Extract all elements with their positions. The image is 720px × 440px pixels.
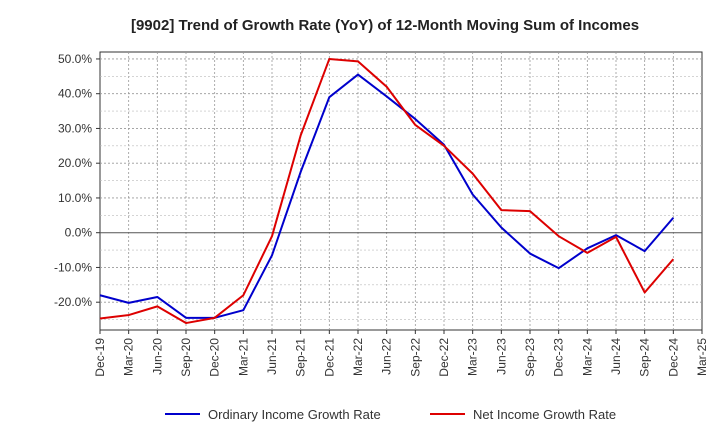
y-tick-label: 30.0%	[58, 121, 92, 135]
x-tick-label: Sep-20	[179, 338, 193, 377]
legend-label-net: Net Income Growth Rate	[473, 407, 616, 422]
x-tick-label: Mar-25	[695, 338, 709, 376]
series-layer	[99, 57, 675, 325]
x-tick-label: Mar-23	[466, 338, 480, 376]
x-tick-label: Jun-20	[150, 338, 164, 375]
x-tick-label: Dec-20	[208, 338, 222, 377]
x-tick-label: Dec-23	[552, 338, 566, 377]
x-tick-label: Jun-21	[265, 338, 279, 375]
y-axis: 50.0% 40.0% 30.0% 20.0% 10.0% 0.0% -10.0% -20.0…	[54, 52, 100, 309]
x-tick-label: Sep-22	[408, 338, 422, 377]
chart-title: [9902] Trend of Growth Rate (YoY) of 12-…	[131, 17, 639, 34]
legend-label-ordinary: Ordinary Income Growth Rate	[208, 407, 381, 422]
x-tick-label: Sep-21	[294, 338, 308, 377]
y-tick-label: 10.0%	[58, 191, 92, 205]
x-tick-label: Mar-21	[236, 338, 250, 376]
legend: Ordinary Income Growth Rate Net Income G…	[165, 407, 616, 422]
x-tick-label: Mar-24	[580, 338, 594, 376]
x-tick-label: Sep-24	[638, 338, 652, 377]
series-line-1	[99, 57, 675, 325]
y-tick-label: -10.0%	[54, 260, 92, 274]
x-tick-label: Dec-22	[437, 338, 451, 377]
x-tick-label: Dec-19	[93, 338, 107, 377]
x-tick-label: Dec-21	[322, 338, 336, 377]
y-tick-label: 40.0%	[58, 87, 92, 101]
x-tick-label: Jun-23	[494, 338, 508, 375]
plot-area	[99, 51, 703, 331]
x-tick-label: Sep-23	[523, 338, 537, 377]
y-tick-label: 0.0%	[65, 226, 93, 240]
y-tick-label: 20.0%	[58, 156, 92, 170]
x-tick-label: Mar-22	[351, 338, 365, 376]
grid	[100, 52, 702, 330]
y-tick-label: 50.0%	[58, 52, 92, 66]
x-tick-label: Mar-20	[122, 338, 136, 376]
x-tick-label: Jun-24	[609, 338, 623, 375]
x-tick-label: Dec-24	[666, 338, 680, 377]
x-tick-label: Jun-22	[380, 338, 394, 375]
y-tick-label: -20.0%	[54, 295, 92, 309]
series-line-0	[99, 73, 675, 319]
x-axis: Dec-19 Mar-20 Jun-20 Sep-20 Dec-20 Mar-21 Jun-…	[93, 330, 709, 377]
